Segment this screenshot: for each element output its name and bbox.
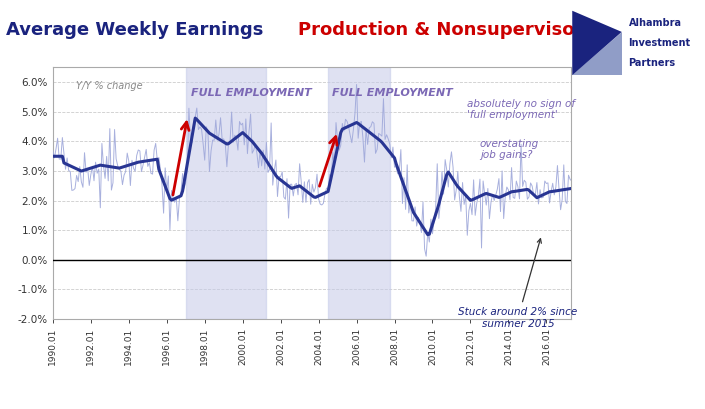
Bar [185,67,266,319]
Polygon shape [572,32,622,75]
Text: Production & Nonsupervisory: Production & Nonsupervisory [298,20,595,39]
Text: Y/Y % change: Y/Y % change [75,81,142,91]
Text: Partners: Partners [629,58,675,68]
Text: Average Weekly Earnings: Average Weekly Earnings [6,20,269,39]
Text: absolutely no sign of
'full employment': absolutely no sign of 'full employment' [467,99,575,120]
Text: Stuck around 2% since
summer 2015: Stuck around 2% since summer 2015 [458,239,577,329]
Polygon shape [572,11,622,75]
Text: FULL EMPLOYMENT: FULL EMPLOYMENT [332,88,453,98]
Text: overstating
job gains?: overstating job gains? [480,139,539,160]
Text: Alhambra: Alhambra [629,18,682,28]
Text: FULL EMPLOYMENT: FULL EMPLOYMENT [192,88,312,98]
Text: Investment: Investment [629,38,691,48]
Bar [328,67,390,319]
